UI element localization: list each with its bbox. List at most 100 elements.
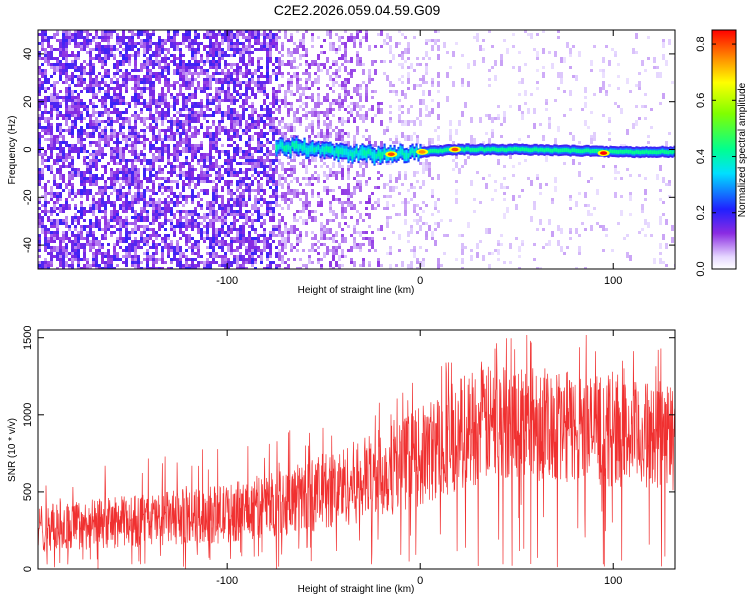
heatmap-cell <box>257 132 260 138</box>
heatmap-cell <box>413 192 416 198</box>
heatmap-cell <box>119 141 122 144</box>
heatmap-cell <box>353 87 356 93</box>
heatmap-cell <box>122 219 125 225</box>
heatmap-cell <box>341 264 344 267</box>
heatmap-cell <box>113 63 116 69</box>
heatmap-cell <box>149 99 152 105</box>
heatmap-cell <box>137 135 140 138</box>
heatmap-cell <box>386 252 389 255</box>
heatmap-cell <box>569 195 572 198</box>
heatmap-cell <box>137 240 140 243</box>
heatmap-cell <box>206 222 209 225</box>
heatmap-cell <box>527 108 530 114</box>
heatmap-cell <box>311 249 314 252</box>
heatmap-cell <box>503 192 506 195</box>
heatmap-cell <box>83 186 86 192</box>
heatmap-cell <box>269 39 272 42</box>
heatmap-cell <box>206 216 209 219</box>
heatmap-cell <box>92 198 95 201</box>
heatmap-cell <box>203 117 206 120</box>
heatmap-cell <box>56 192 59 195</box>
heatmap-cell <box>50 186 53 189</box>
heatmap-cell <box>146 69 149 72</box>
heatmap-cell <box>56 186 59 189</box>
heatmap-cell <box>152 81 155 84</box>
heatmap-cell <box>305 222 308 225</box>
heatmap-cell <box>62 81 65 84</box>
heatmap-cell <box>101 228 104 231</box>
heatmap-cell <box>230 93 233 96</box>
heatmap-cell <box>263 243 266 246</box>
heatmap-cell <box>269 81 272 84</box>
heatmap-cell <box>104 81 107 84</box>
heatmap-cell <box>287 204 290 210</box>
heatmap-cell <box>377 33 380 36</box>
heatmap-cell <box>257 174 260 177</box>
heatmap-cell <box>356 60 359 66</box>
heatmap-cell <box>266 210 269 213</box>
heatmap-cell <box>434 39 437 45</box>
heatmap-cell <box>347 174 350 180</box>
heatmap-cell <box>188 60 191 66</box>
heatmap-cell <box>197 105 200 108</box>
heatmap-cell <box>50 36 53 39</box>
heatmap-cell <box>203 105 206 108</box>
heatmap-cell <box>41 156 44 159</box>
heatmap-cell <box>101 105 104 108</box>
heatmap-cell <box>104 264 107 269</box>
heatmap-cell <box>476 252 479 258</box>
heatmap-cell <box>278 108 281 114</box>
heatmap-cell <box>497 117 500 120</box>
heatmap-cell <box>41 225 44 228</box>
heatmap-cell <box>83 225 86 231</box>
heatmap-cell <box>218 126 221 129</box>
heatmap-cell <box>176 153 179 159</box>
heatmap-cell <box>125 45 128 48</box>
heatmap-cell <box>389 45 392 51</box>
heatmap-cell <box>116 60 119 66</box>
heatmap-cell <box>356 87 359 93</box>
heatmap-cell <box>191 153 194 159</box>
heatmap-cell <box>104 183 107 186</box>
heatmap-cell <box>248 144 251 150</box>
chart-title: C2E2.2026.059.04.59.G09 <box>274 2 441 18</box>
heatmap-cell <box>176 63 179 66</box>
heatmap-cell <box>428 39 431 42</box>
heatmap-cell <box>449 129 452 135</box>
heatmap-cell <box>293 189 296 195</box>
heatmap-cell <box>233 96 236 99</box>
heatmap-cell <box>245 129 248 132</box>
heatmap-cell <box>284 261 287 264</box>
heatmap-cell <box>233 171 236 174</box>
heatmap-cell <box>299 78 302 81</box>
heatmap-cell <box>74 66 77 69</box>
heatmap-cell <box>140 192 143 195</box>
heatmap-cell <box>140 102 143 105</box>
heatmap-cell <box>149 60 152 66</box>
heatmap-cell <box>41 261 44 267</box>
heatmap-cell <box>44 186 47 192</box>
heatmap-cell <box>161 96 164 102</box>
heatmap-cell <box>254 171 257 174</box>
heatmap-cell <box>128 45 131 51</box>
heatmap-cell <box>236 132 239 138</box>
heatmap-cell <box>242 261 245 264</box>
heatmap-cell <box>356 126 359 132</box>
heatmap-cell <box>146 78 149 84</box>
heatmap-cell <box>191 264 194 269</box>
heatmap-cell <box>209 246 212 249</box>
heatmap-cell <box>50 66 53 69</box>
heatmap-cell <box>221 78 224 81</box>
heatmap-cell <box>329 66 332 69</box>
heatmap-cell <box>539 192 542 195</box>
heatmap-cell <box>191 66 194 69</box>
heatmap-cell <box>215 36 218 42</box>
heatmap-cell <box>179 150 182 153</box>
heatmap-cell <box>191 57 194 60</box>
heatmap-cell <box>317 174 320 177</box>
heatmap-cell <box>173 168 176 171</box>
heatmap-cell <box>512 66 515 69</box>
heatmap-cell <box>212 78 215 81</box>
heatmap-cell <box>161 39 164 42</box>
heatmap-cell <box>362 135 365 138</box>
